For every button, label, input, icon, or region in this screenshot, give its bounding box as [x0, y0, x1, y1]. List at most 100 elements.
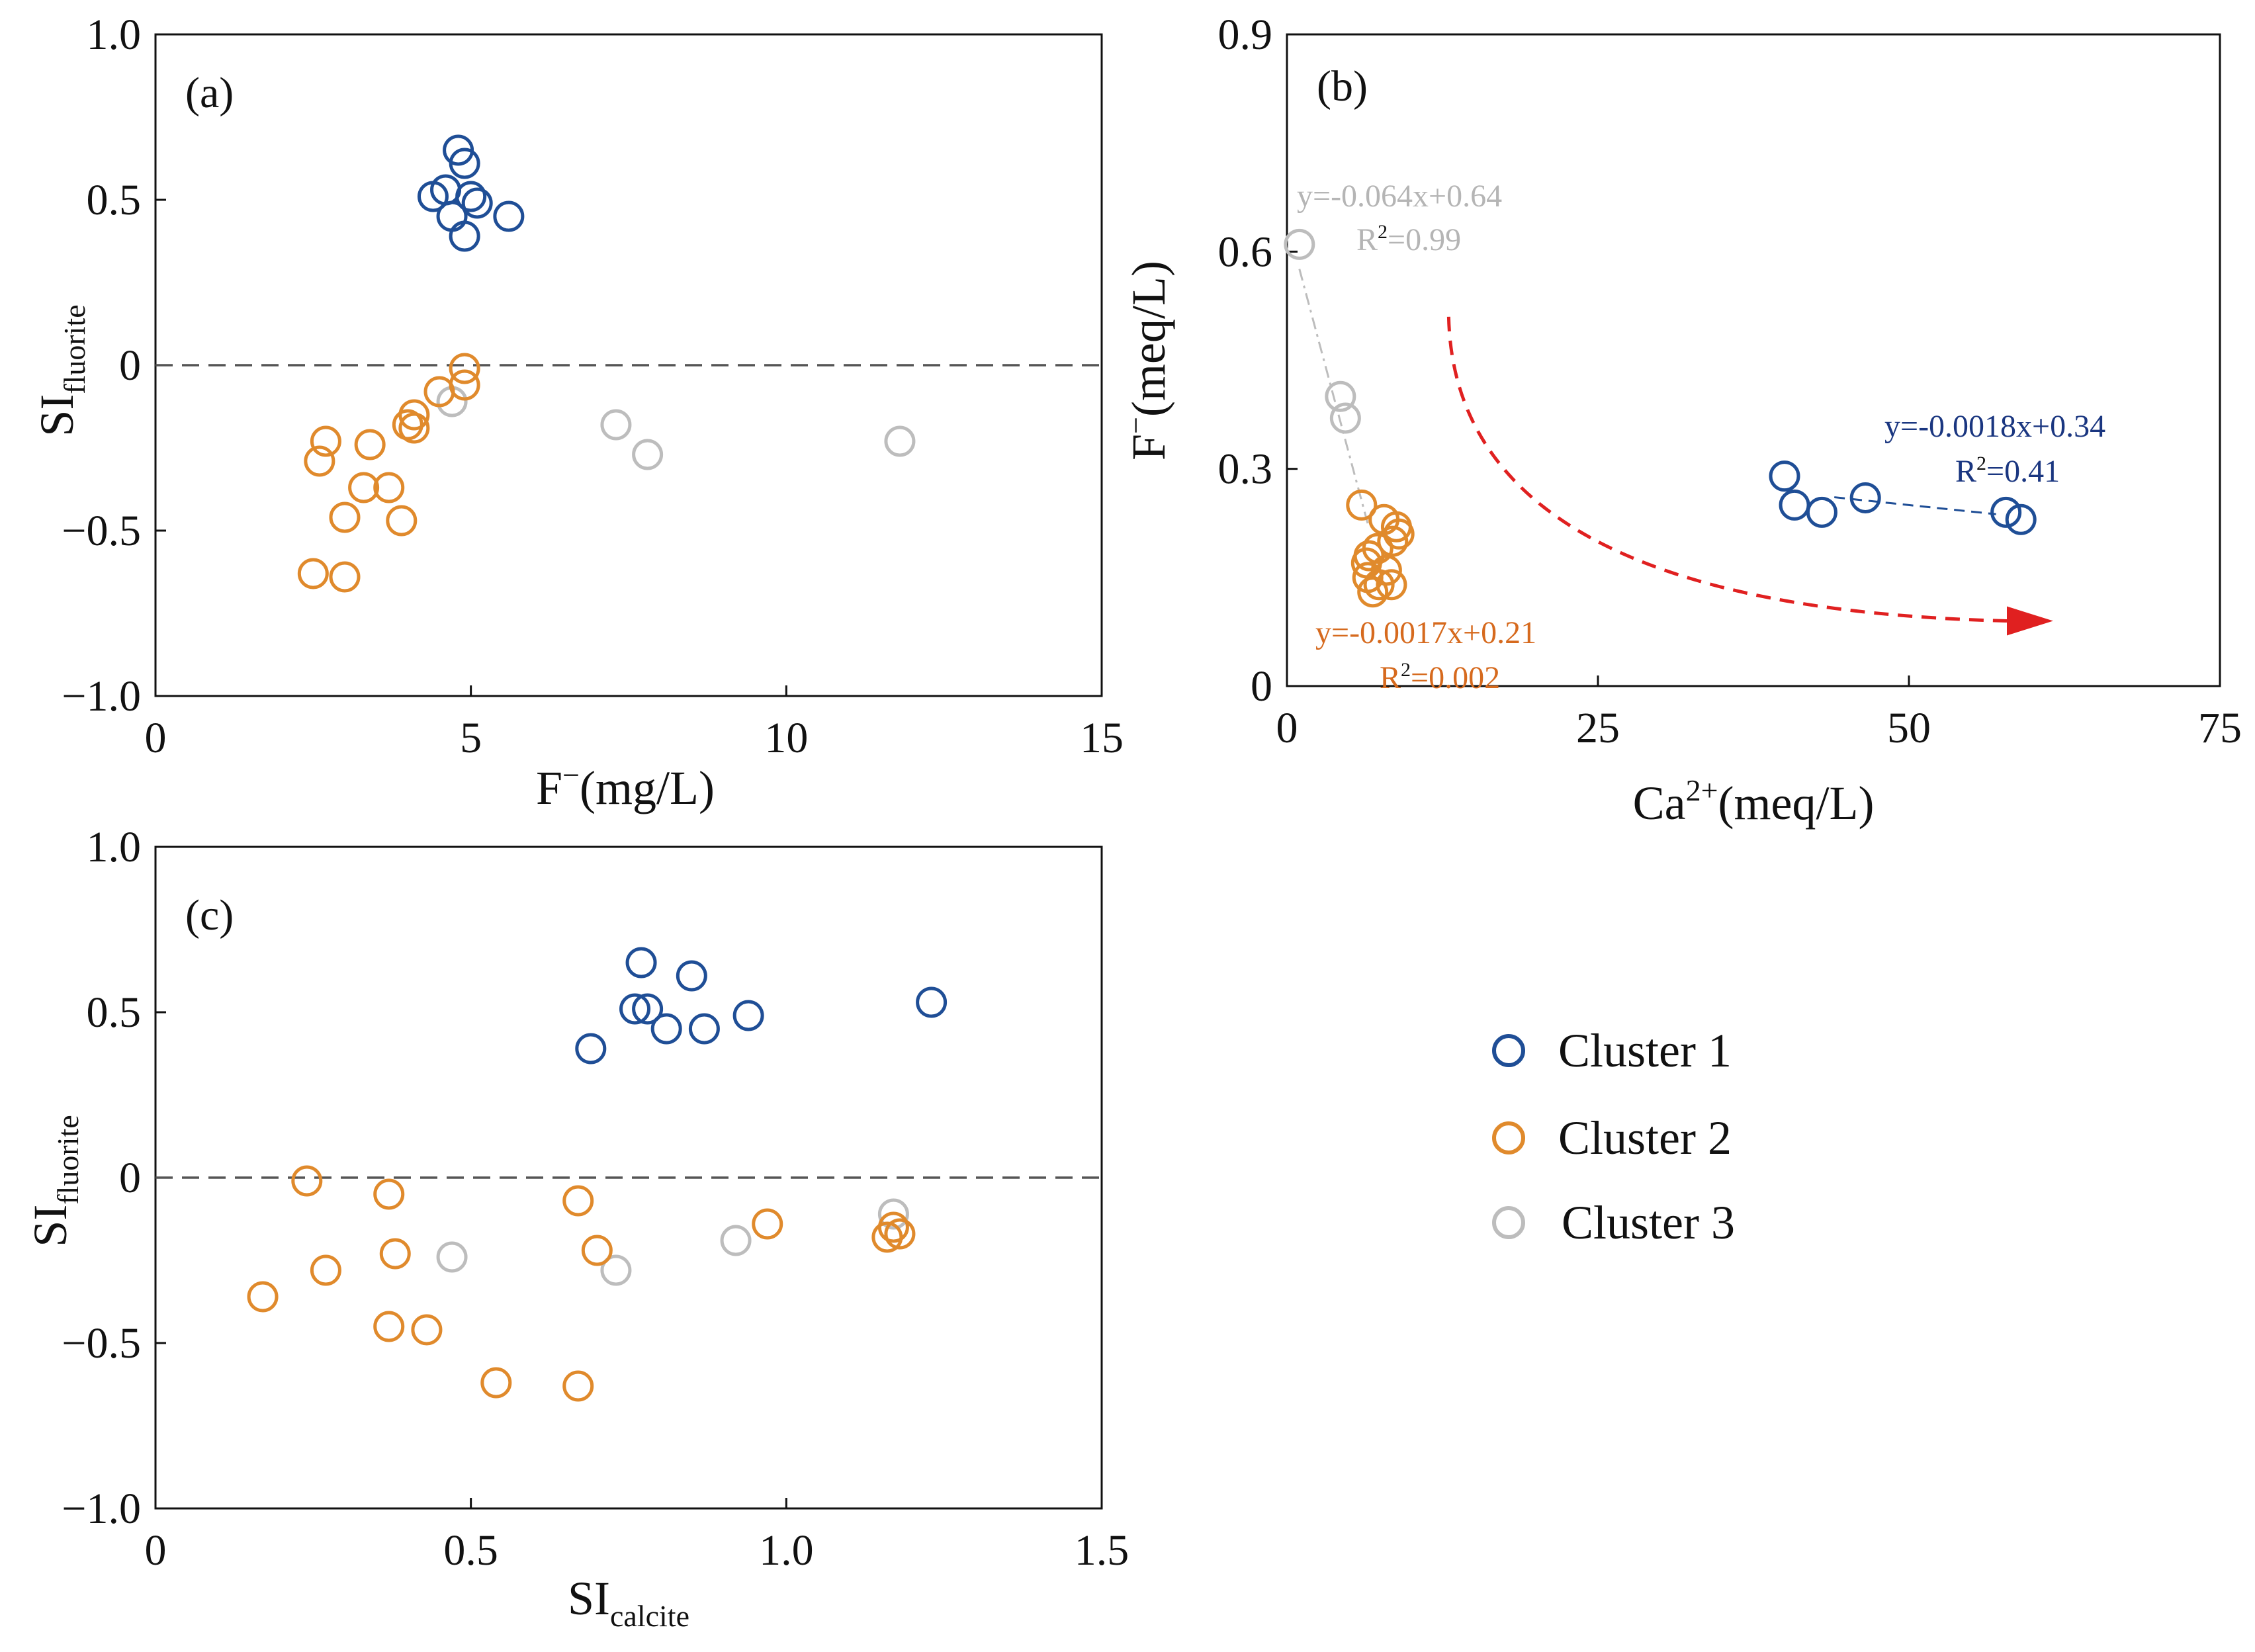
x-axis-label: F−(mg/L) — [536, 758, 715, 814]
fit-line-cluster3 — [1298, 269, 1369, 525]
data-point-cluster2 — [884, 1218, 916, 1250]
data-point-cluster2 — [581, 1235, 613, 1266]
data-point-cluster1 — [1849, 482, 1881, 513]
data-point-cluster2 — [423, 376, 455, 408]
data-point-cluster2 — [871, 1221, 903, 1253]
scatter-points — [1284, 228, 2037, 608]
legend-item-cluster1: Cluster 1 — [1492, 1024, 1732, 1077]
scatter-points — [297, 134, 916, 593]
y-tick-label: 0.6 — [1218, 228, 1273, 276]
data-point-cluster1 — [625, 947, 657, 978]
data-point-cluster1 — [650, 1013, 682, 1045]
y-tick-label: −0.5 — [62, 1319, 141, 1368]
data-point-cluster1 — [436, 200, 468, 232]
trend-arrow — [1446, 316, 2053, 636]
data-point-cluster1 — [688, 1013, 720, 1045]
data-point-cluster2 — [1377, 525, 1409, 557]
data-point-cluster3 — [877, 1198, 909, 1230]
panel-a: 1.0 0.5 0 −0.5 −1.0 0 5 10 15 (a) F−(mg/L) SIfl… — [30, 11, 1124, 814]
data-point-cluster2 — [373, 1311, 405, 1342]
data-point-cluster3 — [1284, 228, 1315, 260]
data-point-cluster3 — [436, 1241, 468, 1273]
data-point-cluster2 — [297, 558, 329, 589]
data-point-cluster1 — [676, 960, 707, 992]
trend-arrow-path — [1446, 316, 2008, 623]
data-point-cluster1 — [575, 1033, 607, 1065]
legend-label: Cluster 3 — [1562, 1196, 1735, 1249]
data-point-cluster1 — [449, 220, 480, 252]
legend-item-cluster3: Cluster 3 — [1492, 1196, 1735, 1249]
data-point-cluster2 — [1357, 576, 1389, 608]
x-tick-label: 0 — [145, 714, 167, 762]
fit-equation-cluster2: y=-0.0017x+0.21 — [1315, 615, 1536, 650]
x-ticks: 0 5 10 15 — [145, 685, 1124, 762]
y-axis-label: SIfluorite — [24, 1115, 85, 1246]
data-point-cluster1 — [449, 148, 480, 179]
data-point-cluster2 — [354, 429, 386, 460]
data-point-cluster3 — [884, 425, 916, 457]
data-point-cluster2 — [348, 472, 380, 503]
panel-label: (a) — [185, 69, 234, 117]
x-tick-label: 0 — [1276, 704, 1298, 752]
data-point-cluster2 — [329, 561, 361, 593]
legend-label: Cluster 1 — [1558, 1024, 1732, 1077]
x-ticks: 0 0.5 1.0 1.5 — [145, 1498, 1129, 1575]
panel-c: 1.0 0.5 0 −0.5 −1.0 0 0.5 1.0 1.5 (c) SIcalcite… — [24, 823, 1129, 1633]
data-point-cluster1 — [732, 1000, 764, 1031]
data-point-cluster2 — [1383, 518, 1415, 550]
panel-label: (c) — [185, 891, 234, 939]
data-point-cluster2 — [752, 1208, 783, 1240]
y-tick-label: −0.5 — [62, 507, 141, 555]
y-axis-label: F−(meq/L) — [1119, 261, 1175, 460]
fit-line-cluster1 — [1834, 496, 1996, 515]
fit-r2-cluster1: R2=0.41 — [1955, 453, 2060, 489]
legend-item-cluster2: Cluster 2 — [1492, 1111, 1732, 1164]
x-axis-label: Ca2+(meq/L) — [1633, 773, 1875, 830]
data-point-cluster1 — [916, 986, 948, 1018]
x-tick-label: 25 — [1576, 704, 1620, 752]
data-point-cluster2 — [304, 445, 335, 477]
x-tick-label: 1.0 — [759, 1526, 814, 1575]
data-point-cluster2 — [480, 1367, 512, 1399]
scatter-points — [247, 947, 948, 1402]
panel-b: 0.9 0.6 0.3 0 0 25 50 75 (b) y=-0.064x+0.64 R2… — [1119, 11, 2242, 830]
y-tick-label: 0.5 — [87, 988, 142, 1037]
legend-marker-cluster3 — [1492, 1206, 1525, 1239]
legend: Cluster 1 Cluster 2 Cluster 3 — [1492, 1024, 1735, 1249]
data-point-cluster1 — [1779, 489, 1810, 521]
data-point-cluster2 — [398, 412, 430, 444]
y-tick-label: 0.5 — [87, 176, 142, 224]
data-point-cluster2 — [379, 1238, 411, 1270]
data-point-cluster2 — [562, 1185, 594, 1217]
data-point-cluster2 — [247, 1281, 279, 1313]
data-point-cluster3 — [720, 1225, 752, 1256]
y-tick-label: 0 — [1251, 662, 1272, 711]
trend-arrow-head — [2007, 606, 2053, 636]
data-point-cluster1 — [1769, 460, 1800, 492]
data-point-cluster1 — [1990, 496, 2022, 528]
panel-label: (b) — [1317, 62, 1368, 110]
data-point-cluster2 — [411, 1314, 443, 1346]
y-tick-label: 1.0 — [87, 11, 142, 59]
y-axis-label: SIfluorite — [30, 304, 91, 436]
data-point-cluster1 — [417, 181, 449, 212]
legend-label: Cluster 2 — [1558, 1111, 1732, 1164]
data-point-cluster2 — [1370, 554, 1402, 586]
data-point-cluster3 — [1329, 402, 1361, 434]
legend-marker-cluster2 — [1492, 1121, 1525, 1154]
fit-lines — [1298, 269, 1996, 525]
y-tick-label: 0.3 — [1218, 445, 1273, 494]
data-point-cluster2 — [1363, 569, 1395, 601]
x-tick-label: 0 — [145, 1526, 167, 1575]
fit-r2-cluster2: R2=0.002 — [1380, 659, 1500, 695]
data-point-cluster3 — [1325, 380, 1356, 412]
data-point-cluster2 — [449, 353, 480, 384]
data-point-cluster1 — [455, 181, 487, 212]
data-point-cluster1 — [632, 993, 664, 1025]
x-tick-label: 0.5 — [443, 1526, 498, 1575]
x-axis-label: SIcalcite — [568, 1572, 689, 1633]
data-point-cluster1 — [1806, 496, 1837, 528]
data-point-cluster2 — [329, 501, 361, 533]
fit-equation-cluster3: y=-0.064x+0.64 — [1297, 179, 1502, 214]
data-point-cluster2 — [310, 1254, 341, 1286]
